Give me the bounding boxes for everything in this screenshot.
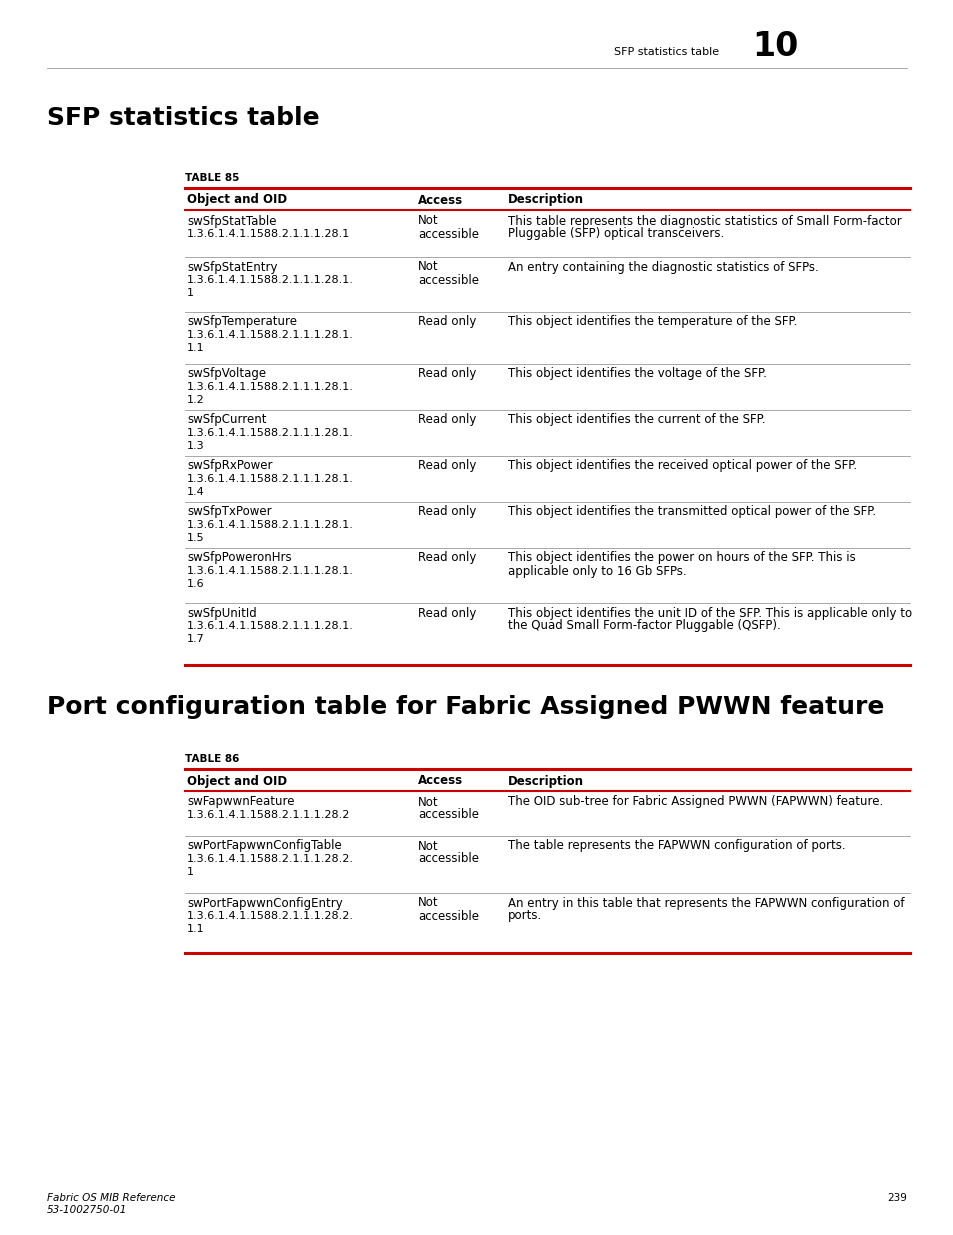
Text: 1.3.6.1.4.1.1588.2.1.1.1.28.1.: 1.3.6.1.4.1.1588.2.1.1.1.28.1. — [187, 330, 354, 340]
Text: ports.: ports. — [507, 909, 541, 923]
Text: 1.3.6.1.4.1.1588.2.1.1.1.28.2: 1.3.6.1.4.1.1588.2.1.1.1.28.2 — [187, 810, 350, 820]
Text: Not: Not — [417, 840, 438, 852]
Text: 1.1: 1.1 — [187, 924, 204, 934]
Text: 1.1: 1.1 — [187, 343, 204, 353]
Text: Read only: Read only — [417, 368, 476, 380]
Text: 1.3.6.1.4.1.1588.2.1.1.1.28.1.: 1.3.6.1.4.1.1588.2.1.1.1.28.1. — [187, 474, 354, 484]
Text: 10: 10 — [751, 31, 798, 63]
Text: Read only: Read only — [417, 505, 476, 519]
Text: TABLE 85: TABLE 85 — [185, 173, 239, 183]
Text: accessible: accessible — [417, 809, 478, 821]
Text: Read only: Read only — [417, 606, 476, 620]
Text: swSfpStatTable: swSfpStatTable — [187, 215, 276, 227]
Text: Not: Not — [417, 795, 438, 809]
Text: swSfpPoweronHrs: swSfpPoweronHrs — [187, 552, 292, 564]
Text: Description: Description — [507, 194, 583, 206]
Text: The table represents the FAPWWN configuration of ports.: The table represents the FAPWWN configur… — [507, 840, 844, 852]
Text: Port configuration table for Fabric Assigned PWWN feature: Port configuration table for Fabric Assi… — [47, 695, 883, 719]
Text: Description: Description — [507, 774, 583, 788]
Text: Read only: Read only — [417, 315, 476, 329]
Text: Not: Not — [417, 215, 438, 227]
Text: swPortFapwwnConfigEntry: swPortFapwwnConfigEntry — [187, 897, 342, 909]
Text: accessible: accessible — [417, 852, 478, 866]
Text: 1: 1 — [187, 867, 193, 877]
Text: swSfpCurrent: swSfpCurrent — [187, 414, 266, 426]
Text: 1.5: 1.5 — [187, 534, 204, 543]
Text: 1.3.6.1.4.1.1588.2.1.1.1.28.1: 1.3.6.1.4.1.1588.2.1.1.1.28.1 — [187, 228, 350, 240]
Text: Object and OID: Object and OID — [187, 194, 287, 206]
Text: SFP statistics table: SFP statistics table — [614, 47, 719, 57]
Text: 1.3.6.1.4.1.1588.2.1.1.1.28.2.: 1.3.6.1.4.1.1588.2.1.1.1.28.2. — [187, 853, 354, 864]
Text: This object identifies the received optical power of the SFP.: This object identifies the received opti… — [507, 459, 856, 473]
Text: swSfpUnitId: swSfpUnitId — [187, 606, 256, 620]
Text: 1.3.6.1.4.1.1588.2.1.1.1.28.1.: 1.3.6.1.4.1.1588.2.1.1.1.28.1. — [187, 382, 354, 391]
Text: swSfpRxPower: swSfpRxPower — [187, 459, 273, 473]
Text: Read only: Read only — [417, 552, 476, 564]
Text: Not: Not — [417, 897, 438, 909]
Text: swSfpVoltage: swSfpVoltage — [187, 368, 266, 380]
Text: 1.3.6.1.4.1.1588.2.1.1.1.28.1.: 1.3.6.1.4.1.1588.2.1.1.1.28.1. — [187, 566, 354, 576]
Text: An entry in this table that represents the FAPWWN configuration of: An entry in this table that represents t… — [507, 897, 903, 909]
Text: This object identifies the current of the SFP.: This object identifies the current of th… — [507, 414, 764, 426]
Text: 239: 239 — [886, 1193, 906, 1203]
Text: Pluggable (SFP) optical transceivers.: Pluggable (SFP) optical transceivers. — [507, 227, 723, 241]
Text: 1.3.6.1.4.1.1588.2.1.1.1.28.1.: 1.3.6.1.4.1.1588.2.1.1.1.28.1. — [187, 429, 354, 438]
Text: accessible: accessible — [417, 273, 478, 287]
Text: 1.3.6.1.4.1.1588.2.1.1.1.28.2.: 1.3.6.1.4.1.1588.2.1.1.1.28.2. — [187, 911, 354, 921]
Text: Read only: Read only — [417, 459, 476, 473]
Text: Access: Access — [417, 774, 462, 788]
Text: Object and OID: Object and OID — [187, 774, 287, 788]
Text: 1.7: 1.7 — [187, 634, 205, 643]
Text: swSfpTemperature: swSfpTemperature — [187, 315, 296, 329]
Text: swSfpTxPower: swSfpTxPower — [187, 505, 272, 519]
Text: Read only: Read only — [417, 414, 476, 426]
Text: 1.6: 1.6 — [187, 579, 204, 589]
Text: Fabric OS MIB Reference: Fabric OS MIB Reference — [47, 1193, 175, 1203]
Text: Not: Not — [417, 261, 438, 273]
Text: This object identifies the power on hours of the SFP. This is: This object identifies the power on hour… — [507, 552, 855, 564]
Text: accessible: accessible — [417, 227, 478, 241]
Text: This table represents the diagnostic statistics of Small Form-factor: This table represents the diagnostic sta… — [507, 215, 901, 227]
Text: applicable only to 16 Gb SFPs.: applicable only to 16 Gb SFPs. — [507, 564, 686, 578]
Text: swFapwwnFeature: swFapwwnFeature — [187, 795, 294, 809]
Text: The OID sub-tree for Fabric Assigned PWWN (FAPWWN) feature.: The OID sub-tree for Fabric Assigned PWW… — [507, 795, 882, 809]
Text: 1.3.6.1.4.1.1588.2.1.1.1.28.1.: 1.3.6.1.4.1.1588.2.1.1.1.28.1. — [187, 520, 354, 530]
Text: TABLE 86: TABLE 86 — [185, 755, 239, 764]
Text: swPortFapwwnConfigTable: swPortFapwwnConfigTable — [187, 840, 341, 852]
Text: 1.3: 1.3 — [187, 441, 204, 451]
Text: This object identifies the transmitted optical power of the SFP.: This object identifies the transmitted o… — [507, 505, 875, 519]
Text: 1.4: 1.4 — [187, 487, 205, 496]
Text: 1.2: 1.2 — [187, 395, 205, 405]
Text: the Quad Small Form-factor Pluggable (QSFP).: the Quad Small Form-factor Pluggable (QS… — [507, 620, 780, 632]
Text: 1.3.6.1.4.1.1588.2.1.1.1.28.1.: 1.3.6.1.4.1.1588.2.1.1.1.28.1. — [187, 275, 354, 285]
Text: accessible: accessible — [417, 909, 478, 923]
Text: This object identifies the temperature of the SFP.: This object identifies the temperature o… — [507, 315, 797, 329]
Text: This object identifies the voltage of the SFP.: This object identifies the voltage of th… — [507, 368, 766, 380]
Text: Access: Access — [417, 194, 462, 206]
Text: 53-1002750-01: 53-1002750-01 — [47, 1205, 128, 1215]
Text: swSfpStatEntry: swSfpStatEntry — [187, 261, 277, 273]
Text: SFP statistics table: SFP statistics table — [47, 106, 319, 130]
Text: This object identifies the unit ID of the SFP. This is applicable only to: This object identifies the unit ID of th… — [507, 606, 911, 620]
Text: 1.3.6.1.4.1.1588.2.1.1.1.28.1.: 1.3.6.1.4.1.1588.2.1.1.1.28.1. — [187, 621, 354, 631]
Text: An entry containing the diagnostic statistics of SFPs.: An entry containing the diagnostic stati… — [507, 261, 818, 273]
Text: 1: 1 — [187, 288, 193, 298]
